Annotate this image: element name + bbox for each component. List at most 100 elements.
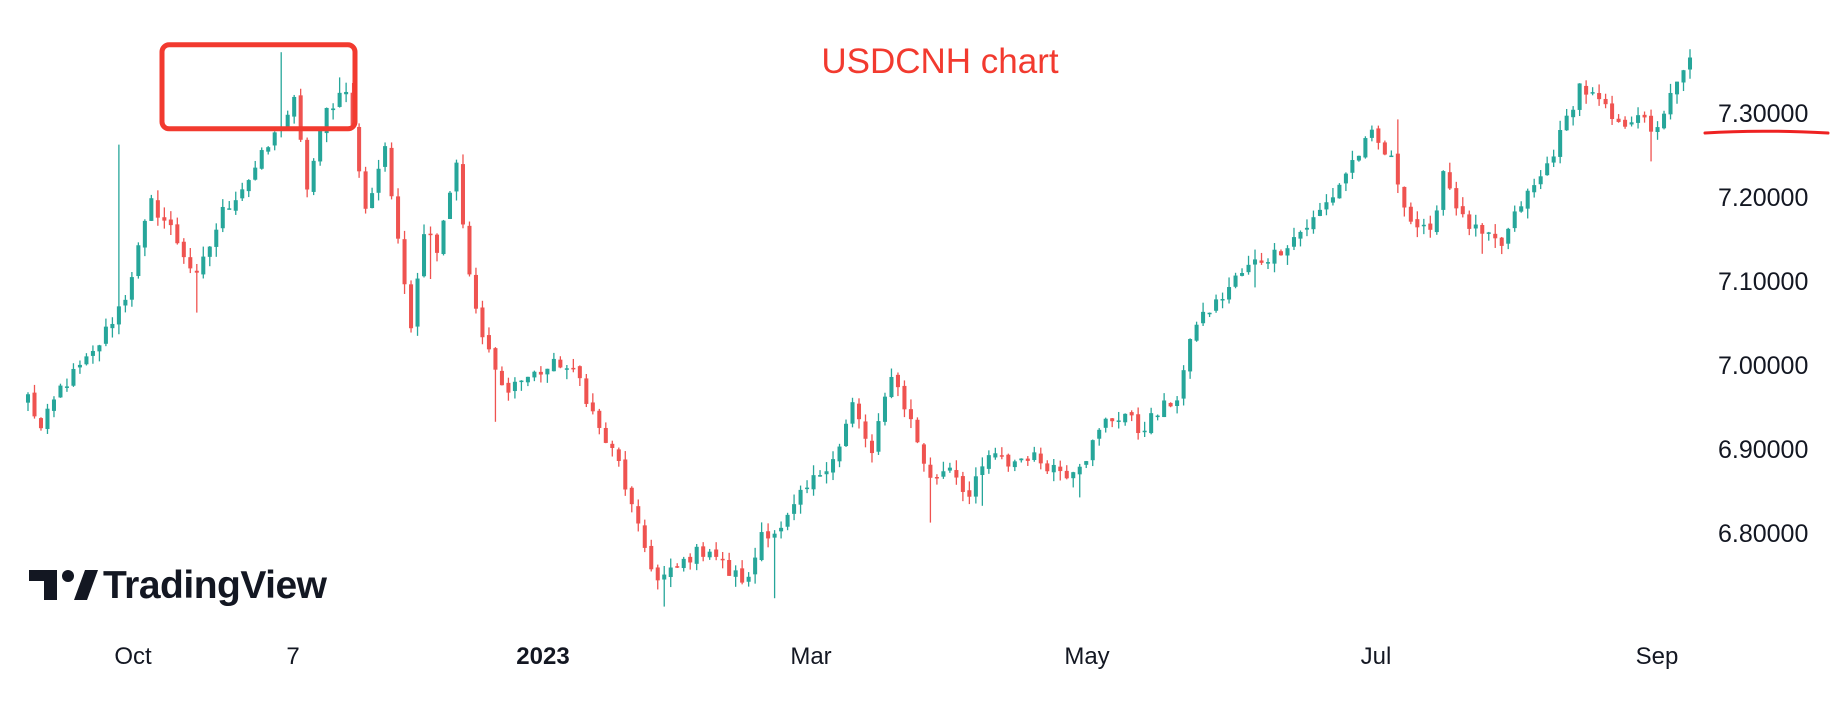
candle-body <box>1493 233 1498 239</box>
candle <box>590 393 595 415</box>
candle-body <box>824 471 829 475</box>
candle-body <box>662 574 667 580</box>
candle-body <box>603 427 608 443</box>
candle-body <box>1188 339 1193 372</box>
candle <box>279 52 284 138</box>
candle-body <box>707 551 712 558</box>
candle <box>1434 205 1439 235</box>
candle-body <box>409 284 414 329</box>
candle-body <box>610 443 615 448</box>
candle-body <box>246 180 251 192</box>
candle-body <box>973 476 978 497</box>
candle <box>921 443 926 472</box>
candle <box>363 166 368 214</box>
candle-body <box>435 234 440 253</box>
candle-body <box>623 459 628 490</box>
x-tick-label: Mar <box>790 643 831 670</box>
x-tick-label: 7 <box>286 643 299 670</box>
candle-body <box>642 525 647 548</box>
candle <box>798 485 803 514</box>
y-tick-label: 6.90000 <box>1718 436 1808 464</box>
candle-body <box>25 394 31 403</box>
candle-body <box>967 490 972 497</box>
candle-body <box>84 356 89 365</box>
candle-body <box>428 233 433 236</box>
candle-body <box>1402 186 1407 208</box>
candle-body <box>1298 231 1303 239</box>
candle <box>1084 460 1089 469</box>
candle-body <box>1441 171 1446 210</box>
candle <box>1551 149 1556 168</box>
candle-body <box>882 396 887 422</box>
candle <box>1675 81 1680 104</box>
candle <box>1558 120 1563 164</box>
candle-body <box>908 409 913 420</box>
candle <box>895 372 900 397</box>
candle <box>733 565 738 587</box>
candle-body <box>1350 160 1355 173</box>
candle-body <box>616 449 621 461</box>
candle-body <box>1655 127 1660 132</box>
candle <box>675 563 680 568</box>
candle-body <box>1019 458 1024 461</box>
candle <box>454 159 459 201</box>
candle <box>1032 446 1037 462</box>
candle <box>389 142 394 200</box>
candle-body <box>454 162 459 192</box>
candle-body <box>1434 210 1439 233</box>
candle <box>1408 202 1413 225</box>
candle-body <box>590 402 595 412</box>
candle-body <box>831 459 836 473</box>
candle-body <box>480 307 485 338</box>
candle-body <box>136 245 141 276</box>
candle <box>1493 224 1498 248</box>
candle-body <box>1201 311 1206 324</box>
candle-body <box>311 160 316 192</box>
y-tick-label: 7.00000 <box>1718 352 1808 380</box>
candle <box>759 522 764 562</box>
candle <box>1532 178 1537 198</box>
candle-body <box>655 567 660 581</box>
candle <box>655 564 660 590</box>
candle-body <box>1324 202 1329 210</box>
tradingview-logo: TradingView <box>29 564 328 607</box>
candle <box>1655 121 1660 140</box>
candle-body <box>941 471 946 477</box>
candle-body <box>1642 114 1647 118</box>
candle-body <box>1291 237 1296 247</box>
candle <box>201 246 206 279</box>
candle-body <box>1369 129 1374 138</box>
candle <box>1499 236 1504 255</box>
candle <box>103 318 108 347</box>
candle <box>285 110 290 129</box>
candle-body <box>396 196 401 239</box>
candle <box>785 512 790 531</box>
candle <box>1175 396 1180 414</box>
candle <box>947 462 952 473</box>
candle <box>1649 109 1654 162</box>
candle-body <box>1551 156 1556 163</box>
candle <box>506 377 511 401</box>
candle-body <box>1330 197 1335 203</box>
candle-body <box>1356 155 1361 161</box>
candle <box>1402 186 1407 217</box>
candle-body <box>1525 190 1530 209</box>
candles-group <box>25 49 1693 607</box>
candle-body <box>1662 113 1667 129</box>
candle-body <box>1038 453 1043 464</box>
candle <box>1311 210 1316 234</box>
candle <box>1220 292 1225 309</box>
candle-body <box>792 504 797 514</box>
candle-body <box>168 219 173 226</box>
candle <box>460 154 465 229</box>
candle-body <box>1629 122 1634 125</box>
highlight-annotation-box <box>159 42 358 132</box>
candle <box>688 553 693 570</box>
candle <box>792 494 797 521</box>
candle-body <box>1025 458 1030 461</box>
candle-body <box>1175 400 1180 406</box>
candle <box>1564 108 1569 131</box>
candle-body <box>51 399 56 411</box>
candle <box>1610 95 1615 125</box>
